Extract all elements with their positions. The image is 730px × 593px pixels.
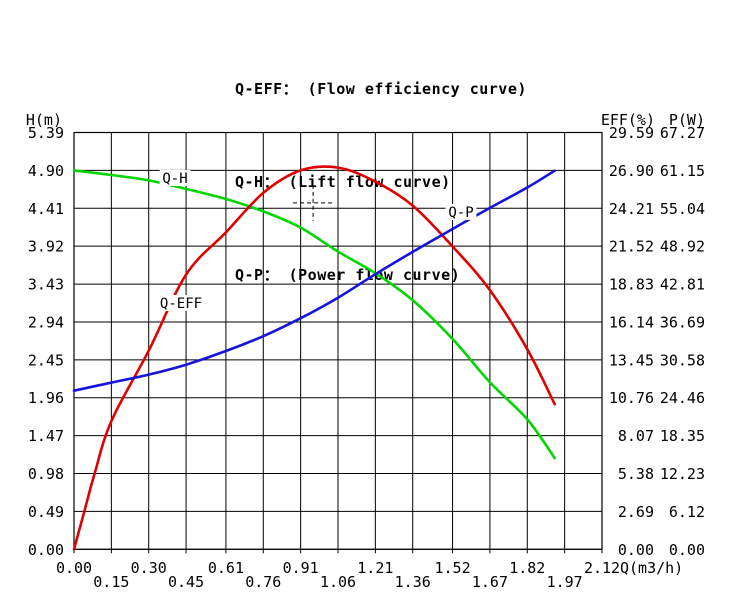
- curve-label-qeff: Q-EFF: [160, 296, 202, 312]
- h-axis-tick-label: 3.43: [28, 276, 64, 294]
- eff-axis-tick-label: 18.83: [609, 276, 654, 294]
- h-axis-tick-label: 0.49: [28, 503, 64, 521]
- eff-axis-tick-label: 24.21: [609, 200, 654, 218]
- x-tick-label: 0.61: [208, 559, 244, 577]
- x-tick-label: 1.82: [509, 559, 545, 577]
- curve-label-qh: Q-H: [162, 171, 187, 187]
- p-axis-tick-label: 0.00: [669, 541, 705, 559]
- curve-label-backdrop: [445, 204, 477, 220]
- eff-axis-tick-label: 8.07: [618, 427, 654, 445]
- h-axis-tick-label: 5.39: [28, 124, 64, 142]
- x-tick-label: 1.36: [395, 573, 431, 591]
- eff-axis-tick-label: 29.59: [609, 124, 654, 142]
- qeff-curve: [72, 165, 556, 551]
- h-axis-tick-label: 1.96: [28, 389, 64, 407]
- curve-label-backdrop: [159, 170, 191, 186]
- h-axis-tick-label: 0.98: [28, 465, 64, 483]
- p-axis-tick-label: 55.04: [660, 200, 705, 218]
- h-axis-tick-label: 1.47: [28, 427, 64, 445]
- eff-axis-header: EFF(%): [601, 111, 655, 129]
- p-axis-tick-label: 6.12: [669, 503, 705, 521]
- curve-label-qp: Q-P: [448, 205, 473, 221]
- curve-label-backdrop: [157, 295, 205, 311]
- p-axis-tick-label: 12.23: [660, 465, 705, 483]
- x-tick-label: 2.12: [584, 559, 620, 577]
- x-tick-label: 0.76: [245, 573, 281, 591]
- qh-curve: [72, 169, 556, 460]
- h-axis-tick-label: 3.92: [28, 238, 64, 256]
- h-axis-tick-label: 2.94: [28, 313, 64, 331]
- x-tick-label: 1.06: [320, 573, 356, 591]
- p-axis-tick-label: 18.35: [660, 427, 705, 445]
- eff-axis-tick-label: 2.69: [618, 503, 654, 521]
- eff-axis-tick-label: 16.14: [609, 313, 654, 331]
- p-axis-tick-label: 42.81: [660, 276, 705, 294]
- plot-border: [73, 131, 603, 550]
- x-tick-label: 1.67: [472, 573, 508, 591]
- x-tick-label: 1.97: [547, 573, 583, 591]
- p-axis-tick-label: 67.27: [660, 124, 705, 142]
- x-tick-label: 1.52: [435, 559, 471, 577]
- x-tick-label: 0.45: [168, 573, 204, 591]
- p-axis-tick-label: 61.15: [660, 162, 705, 180]
- h-axis-tick-label: 4.90: [28, 162, 64, 180]
- p-axis-tick-label: 24.46: [660, 389, 705, 407]
- p-axis-header: P(W): [669, 111, 705, 129]
- eff-axis-tick-label: 0.00: [618, 541, 654, 559]
- h-axis-tick-label: 0.00: [28, 541, 64, 559]
- legend-line-qeff: Q-EFF： (Flow efficiency curve): [235, 80, 527, 98]
- x-tick-label: 0.15: [93, 573, 129, 591]
- p-axis-tick-label: 30.58: [660, 351, 705, 369]
- h-axis-tick-label: 4.41: [28, 200, 64, 218]
- x-tick-label: 1.21: [357, 559, 393, 577]
- h-axis-tick-label: 2.45: [28, 351, 64, 369]
- eff-axis-tick-label: 10.76: [609, 389, 654, 407]
- p-axis-tick-label: 36.69: [660, 313, 705, 331]
- eff-axis-tick-label: 13.45: [609, 351, 654, 369]
- x-tick-label: 0.91: [283, 559, 319, 577]
- eff-axis-tick-label: 26.90: [609, 162, 654, 180]
- qp-curve: [72, 169, 556, 392]
- eff-axis-tick-label: 21.52: [609, 238, 654, 256]
- x-tick-label: 0.00: [56, 559, 92, 577]
- eff-axis-tick-label: 5.38: [618, 465, 654, 483]
- x-axis-unit-label: Q(m3/h): [620, 559, 683, 577]
- p-axis-tick-label: 48.92: [660, 238, 705, 256]
- x-tick-label: 0.30: [131, 559, 167, 577]
- h-axis-header: H(m): [26, 111, 62, 129]
